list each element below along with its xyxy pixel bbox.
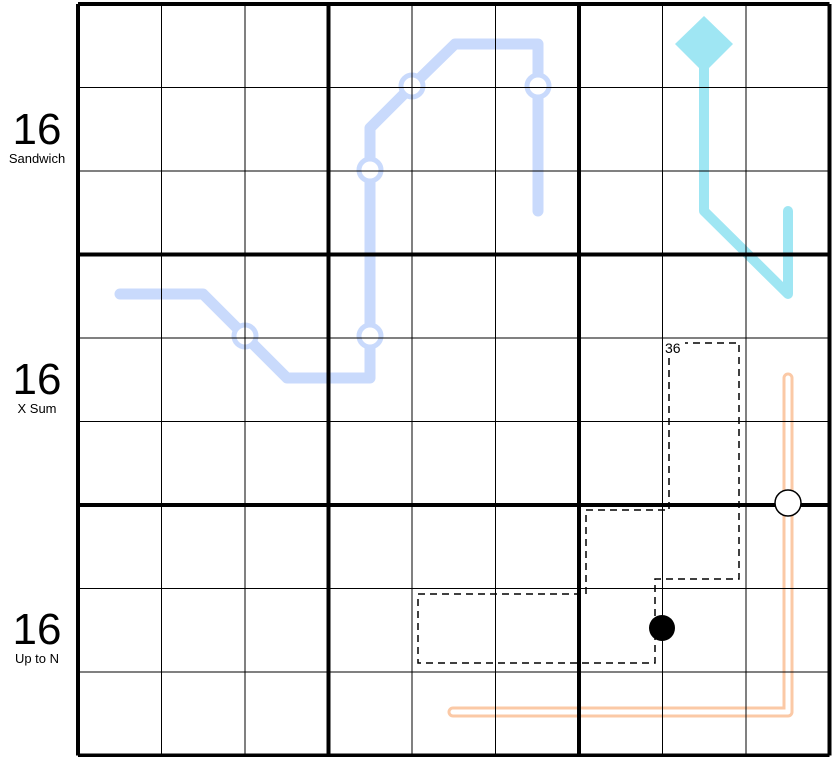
orange-line [447,372,794,718]
cage-sum: 36 [665,340,681,356]
line-circle [356,156,384,184]
black-dot [649,615,675,641]
white-dot [774,489,802,517]
orange-line-inner [450,375,791,715]
clue-label: Up to N [14,651,60,666]
clue-value: 16 [12,355,62,404]
line-circle [524,72,552,100]
diamond-icon [675,16,733,73]
clue-label: X Sum [17,401,57,416]
killer-cage [417,342,740,664]
clue-value: 16 [12,605,62,654]
line-circle [356,322,384,350]
clue-value: 16 [12,105,62,154]
blue-line-circles [231,72,552,350]
row-clue-up-to-n: 16 Up to N [0,608,74,666]
grid-lines [76,2,832,757]
clue-label: Sandwich [8,151,66,166]
cage-label-bg [663,338,685,354]
row-clue-x-sum: 16 X Sum [0,358,74,416]
row-clue-sandwich: 16 Sandwich [0,108,74,166]
